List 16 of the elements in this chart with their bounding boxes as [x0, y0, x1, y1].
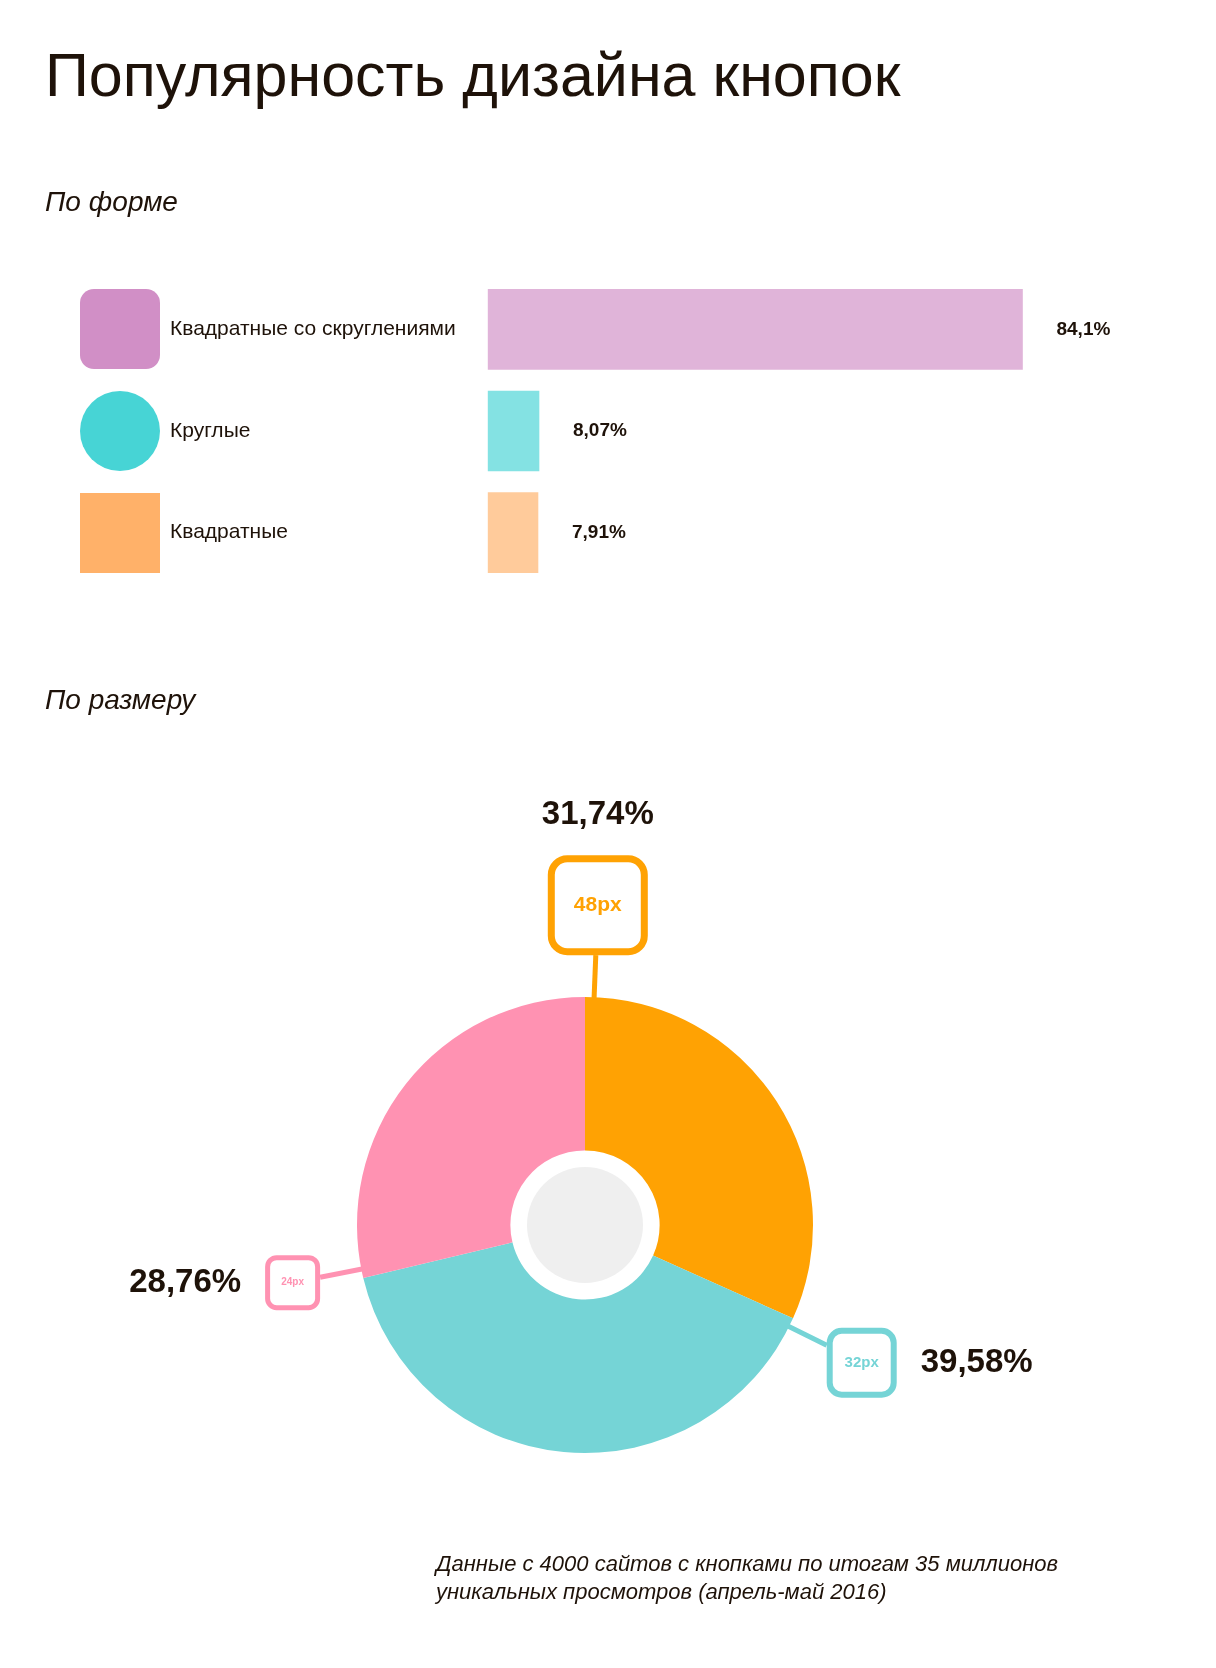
y-tick-label: Квадратные — [170, 519, 288, 543]
chart-title: Популярность дизайна кнопок — [45, 41, 901, 109]
y-tick-label: Круглые — [170, 417, 251, 441]
data-label: 31,74% — [541, 793, 654, 831]
data-label: 8,07% — [573, 419, 627, 441]
data-label: 7,91% — [571, 520, 626, 542]
y-tick-label: Квадратные со скруглениями — [170, 316, 456, 340]
data-label: 84,1% — [1056, 317, 1111, 339]
slice-label: 24px — [281, 1276, 305, 1288]
data-label: 28,76% — [129, 1261, 242, 1299]
slice-label: 32px — [844, 1352, 880, 1370]
slice-label: 48px — [573, 892, 623, 916]
text: Данные с 4000 сайтов с кнопками по итогам 35 миллионов уникальных просмотров (апрель-май 2016) — [436, 1550, 1060, 1606]
chart-title: По размеру — [45, 684, 196, 715]
data-label: 39,58% — [920, 1341, 1033, 1379]
text: По форме — [45, 186, 178, 217]
